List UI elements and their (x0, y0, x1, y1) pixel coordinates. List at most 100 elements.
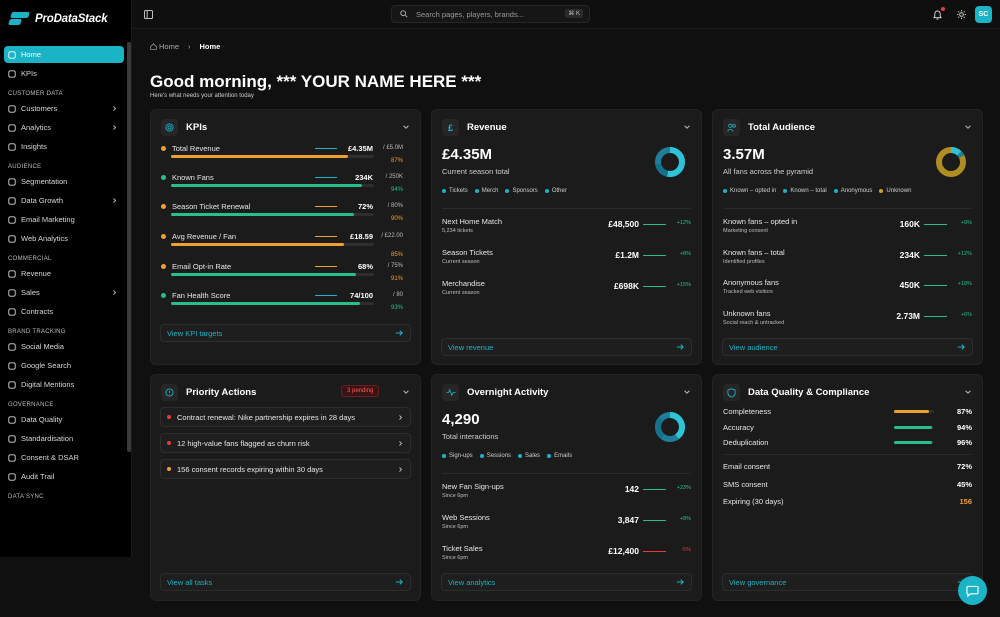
sidebar-item-home[interactable]: Home (4, 46, 124, 63)
metric-value: £12,400 (608, 546, 639, 556)
sidebar-item-data-quality[interactable]: Data Quality (4, 411, 124, 428)
breadcrumb-home[interactable]: Home (159, 42, 180, 51)
sun-icon[interactable] (957, 10, 966, 19)
breadcrumb-current: Home (199, 42, 221, 51)
sidebar-item-digital-mentions[interactable]: Digital Mentions (4, 376, 124, 393)
chat-button[interactable] (958, 576, 987, 605)
search-input[interactable]: Search pages, players, brands... ⌘ K (391, 5, 590, 23)
kpi-progress-fill (171, 155, 348, 158)
view-kpi-targets-label: View KPI targets (167, 328, 223, 338)
sidebar-item-email-marketing[interactable]: Email Marketing (4, 211, 124, 228)
view-revenue-button[interactable]: View revenue (441, 338, 692, 356)
sidebar-item-consent-dsar[interactable]: Consent & DSAR (4, 449, 124, 466)
metric-title: New Fan Sign-ups (442, 482, 504, 491)
sidebar-item-data-growth[interactable]: Data Growth (4, 192, 124, 209)
chevron-down-icon[interactable] (683, 123, 691, 131)
metric-title: Known fans – total (723, 247, 785, 257)
audience-total: 3.57M (723, 146, 765, 163)
sidebar-toggle-icon[interactable] (144, 10, 153, 19)
legend-swatch (783, 189, 788, 193)
check-icon (8, 415, 16, 424)
dq-progress-bar (894, 425, 934, 429)
view-kpi-targets-button[interactable]: View KPI targets (160, 324, 411, 342)
metric-delta: +8% (679, 516, 691, 522)
sidebar-item-segmentation[interactable]: Segmentation (4, 173, 124, 190)
legend-item: Unknown (879, 188, 911, 194)
layers-icon (8, 177, 16, 186)
overnight-donut (655, 412, 685, 442)
kpi-percent: 94% (390, 187, 403, 193)
sidebar-item-web-analytics[interactable]: Web Analytics (4, 230, 124, 247)
metric-row: Unknown fans Social reach & untracked 2.73… (723, 309, 972, 333)
avatar[interactable]: SC (975, 6, 992, 23)
dq-progress-fill (894, 441, 933, 444)
legend-swatch (474, 189, 479, 193)
sidebar-item-label: KPIs (21, 69, 37, 78)
view-governance-button[interactable]: View governance (722, 573, 973, 591)
sidebar-item-standardisation[interactable]: Standardisation (4, 430, 124, 447)
view-analytics-button[interactable]: View analytics (441, 573, 692, 591)
task-item[interactable]: 156 consent records expiring within 30 d… (160, 459, 411, 479)
dq-stat-value: 156 (959, 497, 972, 506)
metric-delta: +6% (960, 311, 972, 318)
audience-sub: All fans across the pyramid (723, 167, 814, 176)
sidebar-item-google-search[interactable]: Google Search (4, 357, 124, 374)
coins-icon (8, 269, 16, 278)
sidebar-item-analytics[interactable]: Analytics (4, 119, 124, 136)
brand-logo[interactable]: ProDataStack (8, 11, 108, 27)
sidebar-item-label: Digital Mentions (21, 380, 75, 389)
metric-row: Next Home Match 5,234 tickets £48,500 +12% (442, 217, 691, 241)
sidebar-item-social-media[interactable]: Social Media (4, 338, 124, 355)
metric-row: Known fans – total Identified profiles 234… (723, 248, 972, 272)
legend-swatch (442, 189, 446, 193)
dq-stat-value: 45% (956, 479, 972, 489)
overnight-total: 4,290 (442, 411, 480, 428)
bell-icon[interactable] (933, 10, 942, 20)
sparkle-icon (8, 142, 16, 151)
dq-metric-label: Deduplication (723, 438, 769, 447)
sidebar-scrollbar[interactable] (127, 42, 131, 452)
sidebar-item-customers[interactable]: Customers (4, 100, 124, 117)
sidebar-item-label: Analytics (21, 123, 52, 132)
sidebar-section-customer-data: CUSTOMER DATA (8, 91, 63, 97)
cart-icon (8, 288, 16, 297)
sidebar-item-contracts[interactable]: Contracts (4, 303, 124, 320)
kpis-title: KPIs (186, 122, 208, 133)
legend-swatch (723, 189, 727, 193)
revenue-card: £ Revenue £4.35M Current season total Ti… (431, 109, 702, 365)
legend-label: Other (551, 188, 567, 194)
chevron-down-icon[interactable] (964, 388, 972, 396)
sidebar-item-kpis[interactable]: KPIs (4, 65, 124, 82)
sidebar-item-audit-trail[interactable]: Audit Trail (4, 468, 124, 485)
metric-title: Ticket Sales (442, 544, 483, 553)
home-icon (150, 43, 157, 50)
sidebar-item-insights[interactable]: Insights (4, 138, 124, 155)
view-all-tasks-button[interactable]: View all tasks (160, 573, 411, 591)
view-audience-button[interactable]: View audience (722, 338, 973, 356)
kpis-card: KPIs Total Revenue £4.35M / £5.0M 87% Known … (150, 109, 421, 365)
chevron-down-icon[interactable] (683, 388, 691, 396)
sidebar-item-label: Social Media (21, 342, 64, 351)
kpi-progress-bar (171, 213, 374, 216)
task-item[interactable]: 12 high-value fans flagged as churn risk (160, 433, 411, 453)
sidebar-section-audience: AUDIENCE (8, 164, 42, 170)
kpi-sparkline (315, 206, 337, 207)
chevron-down-icon[interactable] (964, 123, 972, 131)
users-icon (8, 104, 16, 113)
chevron-right-icon (111, 289, 118, 296)
chevron-right-icon (111, 197, 118, 204)
chevron-down-icon[interactable] (402, 123, 410, 131)
metric-title: Next Home Match (442, 217, 503, 226)
chevron-down-icon[interactable] (402, 388, 410, 396)
sidebar-item-label: Google Search (21, 361, 72, 370)
metric-value: £48,500 (608, 219, 639, 229)
file-icon (8, 307, 16, 316)
users-icon (723, 119, 740, 136)
sidebar-item-revenue[interactable]: Revenue (4, 265, 124, 282)
kpi-value: 234K (355, 173, 373, 182)
dq-metric-label: Accuracy (723, 422, 754, 432)
metric-delta: +12% (957, 250, 972, 257)
sidebar-item-sales[interactable]: Sales (4, 284, 124, 301)
task-item[interactable]: Contract renewal: Nike partnership expir… (160, 407, 411, 427)
revenue-sub: Current season total (442, 167, 510, 176)
